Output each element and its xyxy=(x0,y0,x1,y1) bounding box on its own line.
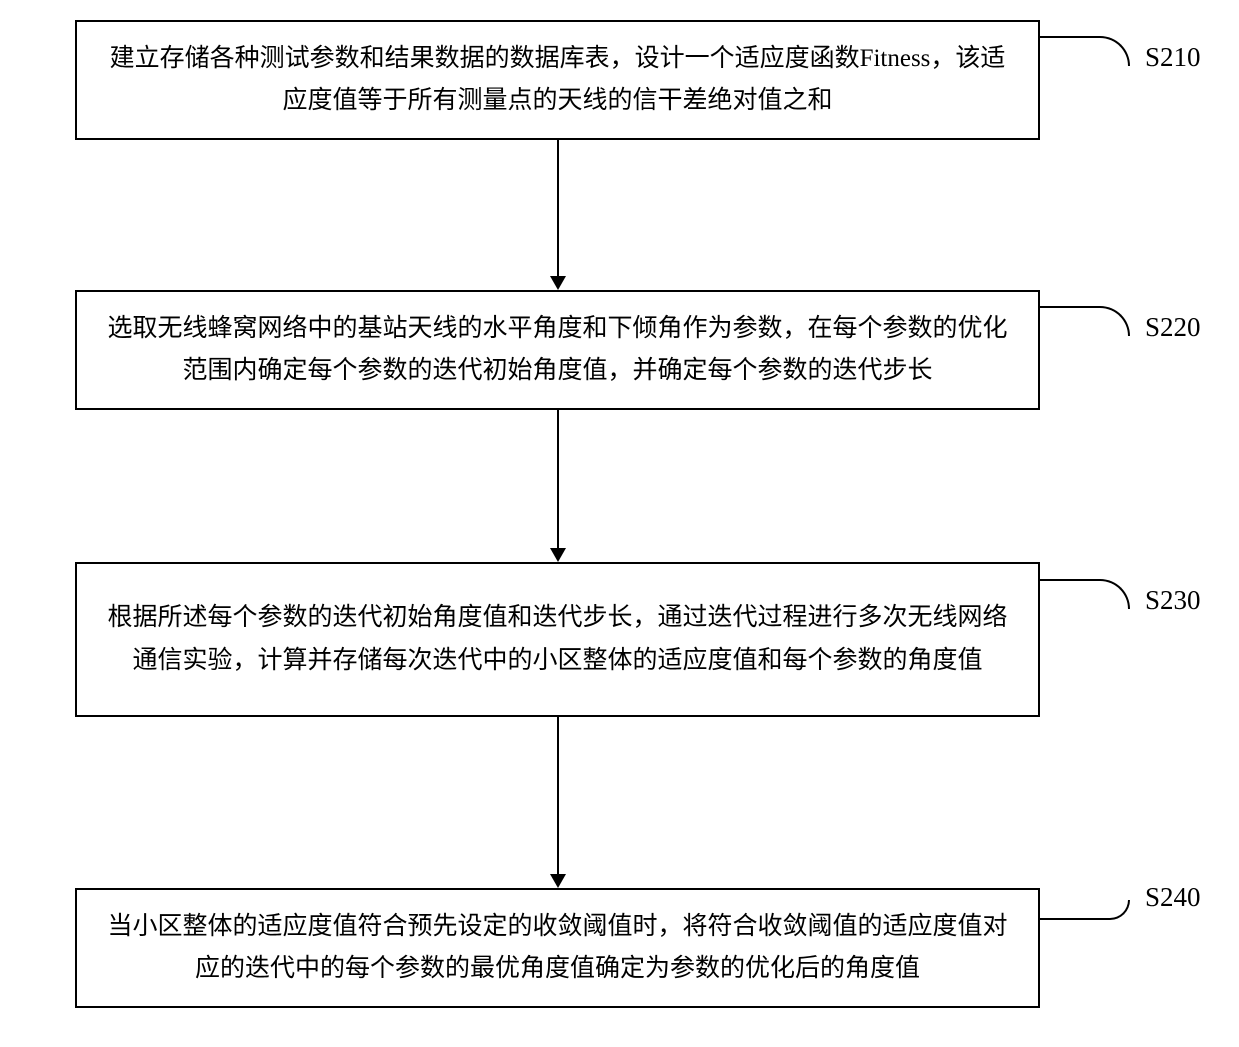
step-label-s240: S240 xyxy=(1145,882,1201,913)
step-text: 建立存储各种测试参数和结果数据的数据库表，设计一个适应度函数Fitness，该适… xyxy=(107,38,1008,123)
label-text: S240 xyxy=(1145,882,1201,912)
flowchart-container: 建立存储各种测试参数和结果数据的数据库表，设计一个适应度函数Fitness，该适… xyxy=(0,0,1239,1047)
step-text: 根据所述每个参数的迭代初始角度值和迭代步长，通过迭代过程进行多次无线网络通信实验… xyxy=(107,597,1008,682)
step-label-s210: S210 xyxy=(1145,42,1201,73)
arrow-3 xyxy=(550,874,566,888)
step-box-s230: 根据所述每个参数的迭代初始角度值和迭代步长，通过迭代过程进行多次无线网络通信实验… xyxy=(75,562,1040,717)
step-label-s230: S230 xyxy=(1145,585,1201,616)
label-connector-s230 xyxy=(1040,579,1130,609)
step-text: 当小区整体的适应度值符合预先设定的收敛阈值时，将符合收敛阈值的适应度值对应的迭代… xyxy=(107,906,1008,991)
step-text: 选取无线蜂窝网络中的基站天线的水平角度和下倾角作为参数，在每个参数的优化范围内确… xyxy=(107,308,1008,393)
arrow-1 xyxy=(550,276,566,290)
label-text: S210 xyxy=(1145,42,1201,72)
arrow-2 xyxy=(550,548,566,562)
connector-1 xyxy=(557,140,559,276)
label-connector-s240 xyxy=(1040,900,1130,920)
step-label-s220: S220 xyxy=(1145,312,1201,343)
label-connector-s210 xyxy=(1040,36,1130,66)
connector-3 xyxy=(557,717,559,874)
label-text: S230 xyxy=(1145,585,1201,615)
label-connector-s220 xyxy=(1040,306,1130,336)
label-text: S220 xyxy=(1145,312,1201,342)
step-box-s240: 当小区整体的适应度值符合预先设定的收敛阈值时，将符合收敛阈值的适应度值对应的迭代… xyxy=(75,888,1040,1008)
step-box-s220: 选取无线蜂窝网络中的基站天线的水平角度和下倾角作为参数，在每个参数的优化范围内确… xyxy=(75,290,1040,410)
step-box-s210: 建立存储各种测试参数和结果数据的数据库表，设计一个适应度函数Fitness，该适… xyxy=(75,20,1040,140)
connector-2 xyxy=(557,410,559,548)
